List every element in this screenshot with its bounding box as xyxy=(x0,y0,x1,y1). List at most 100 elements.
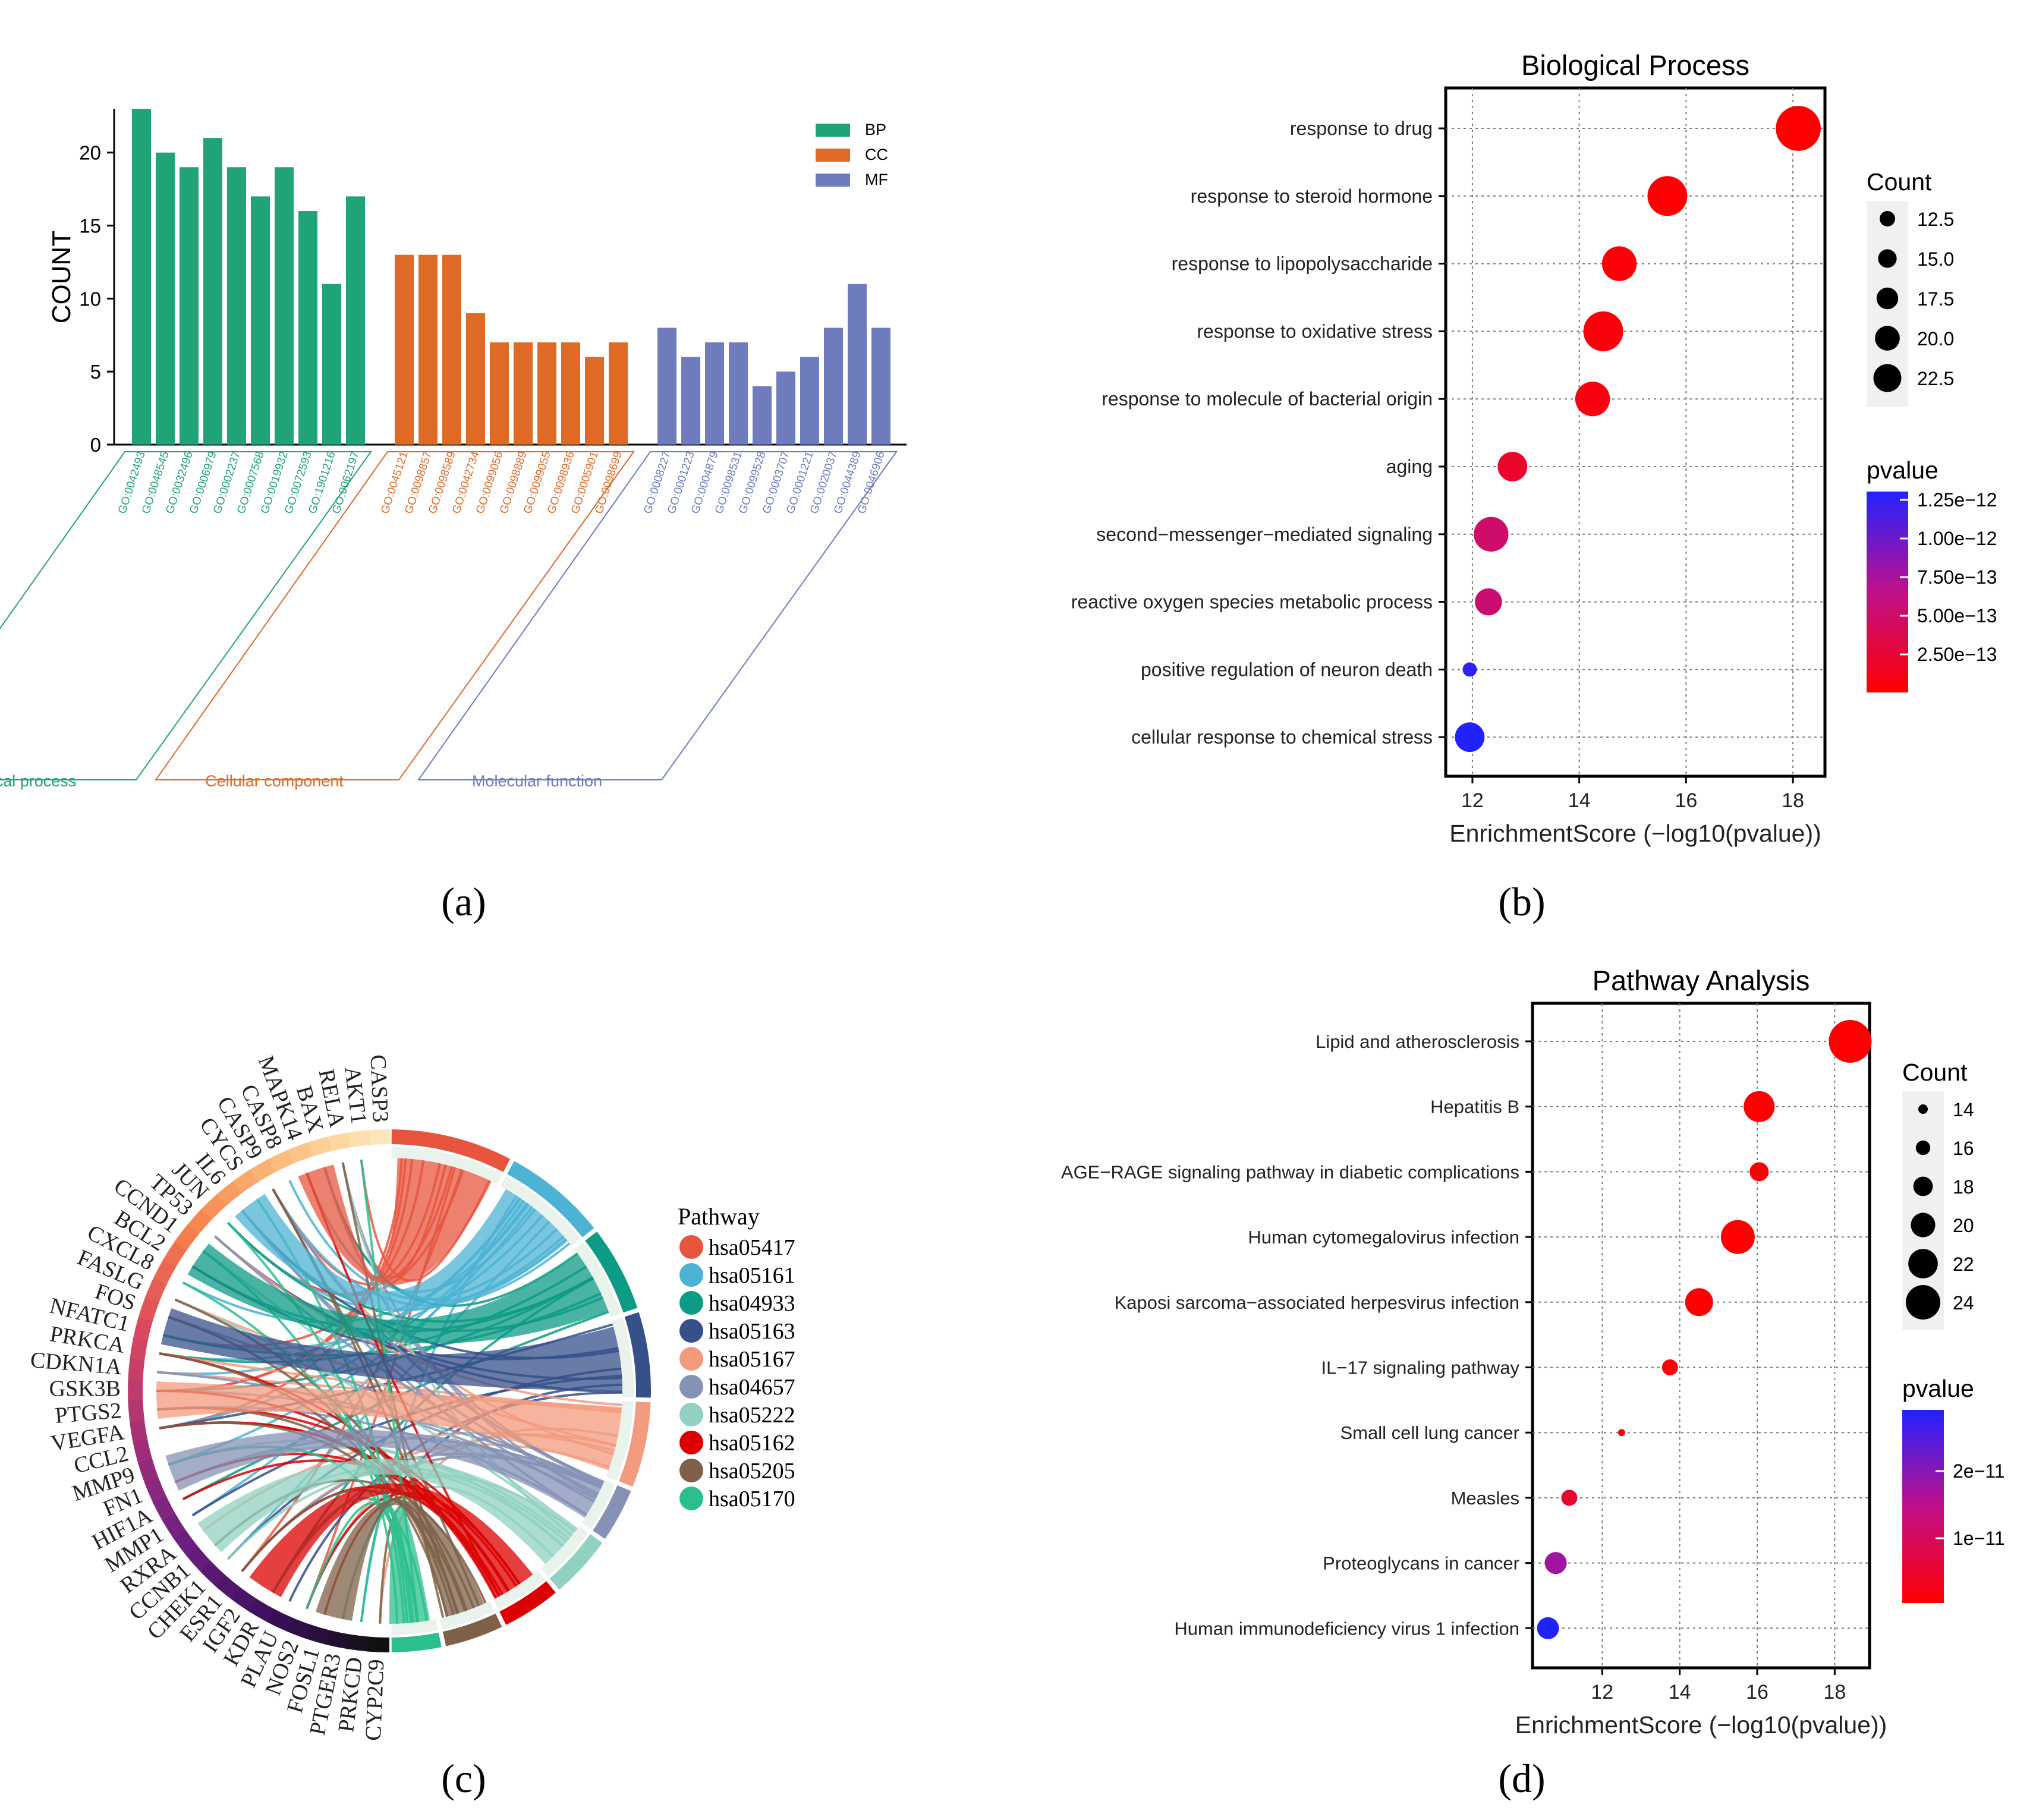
bar-mf-9 xyxy=(871,328,890,445)
gene-arc-mapk14 xyxy=(287,1142,312,1164)
y-tick-label: reactive oxygen species metabolic proces… xyxy=(1071,591,1433,613)
bar-mf-4 xyxy=(753,386,772,445)
dot-4 xyxy=(1575,382,1610,417)
size-legend-title: Count xyxy=(1902,1059,1968,1086)
group-frame-cc xyxy=(155,451,635,780)
size-legend-dot xyxy=(1911,1213,1936,1238)
bar-mf-5 xyxy=(776,371,795,445)
dot-5 xyxy=(1661,1359,1678,1375)
group-frame-mf xyxy=(417,451,898,780)
gene-arc-kdr xyxy=(248,1598,275,1623)
size-legend-label: 18 xyxy=(1953,1176,1974,1198)
legend-label-bp: BP xyxy=(865,121,886,138)
x-tick-label: 12 xyxy=(1591,1681,1613,1704)
chord-ribbon-hsa05161 xyxy=(235,1189,568,1311)
gene-arc-akt1 xyxy=(347,1130,371,1148)
x-tick-label: 14 xyxy=(1669,1681,1691,1704)
bar-mf-0 xyxy=(657,328,676,445)
pathway-inner-ring xyxy=(391,1147,502,1185)
y-tick-label: Lipid and atherosclerosis xyxy=(1316,1031,1519,1052)
bar-cc-4 xyxy=(490,342,509,445)
bar-bp-0 xyxy=(132,109,151,445)
bar-cc-5 xyxy=(514,342,533,445)
size-legend-label: 20 xyxy=(1953,1215,1974,1236)
dot-2 xyxy=(1749,1162,1769,1182)
gene-arc-ccnb1 xyxy=(186,1546,212,1572)
color-legend-label: 1.25e−12 xyxy=(1917,489,1997,511)
gene-arc-bax xyxy=(306,1136,332,1157)
gene-arc-esr1 xyxy=(215,1575,241,1600)
pathway-arc-hsa05162 xyxy=(499,1581,556,1625)
gene-label-casp3: CASP3 xyxy=(366,1054,394,1123)
y-tick-label: 15 xyxy=(79,215,101,237)
gene-arc-fos xyxy=(138,1297,159,1323)
y-tick-label: aging xyxy=(1386,456,1433,477)
pathway-legend-dot-hsa05161 xyxy=(679,1263,703,1287)
y-tick-label: response to lipopolysaccharide xyxy=(1172,253,1433,275)
pathway-inner-ring xyxy=(581,1480,615,1529)
dot-6 xyxy=(1618,1429,1625,1437)
pathway-legend-label-hsa05163: hsa05163 xyxy=(709,1319,795,1344)
gene-arc-cxcl8 xyxy=(153,1259,177,1286)
y-tick-label: Hepatitis B xyxy=(1430,1097,1519,1117)
pathway-arc-hsa05163 xyxy=(624,1312,651,1398)
size-legend-label: 12.5 xyxy=(1917,209,1954,230)
color-legend-title: pvalue xyxy=(1902,1375,1974,1402)
color-legend-title: pvalue xyxy=(1867,456,1939,484)
plot-frame xyxy=(1444,86,1827,778)
bar-cc-6 xyxy=(537,342,556,445)
gene-arc-rela xyxy=(326,1132,351,1152)
bar-bp-9 xyxy=(346,196,365,445)
bar-cc-3 xyxy=(466,313,485,445)
size-legend-dot xyxy=(1913,1176,1933,1196)
legend-label-mf: MF xyxy=(865,171,888,188)
size-legend-label: 15.0 xyxy=(1917,248,1954,270)
gene-arc-il6 xyxy=(216,1181,242,1207)
pathway-legend-label-hsa05161: hsa05161 xyxy=(709,1263,795,1288)
bar-mf-2 xyxy=(705,342,724,445)
dot-8 xyxy=(1462,662,1477,677)
y-tick-label: 0 xyxy=(90,434,101,456)
pathway-arc-hsa05167 xyxy=(619,1402,651,1487)
y-tick-label: 20 xyxy=(79,142,101,164)
y-tick-label: Human immunodeficiency virus 1 infection xyxy=(1174,1618,1519,1639)
bar-bp-5 xyxy=(251,196,270,445)
pathway-inner-ring xyxy=(540,1526,589,1577)
legend-label-cc: CC xyxy=(865,146,888,163)
size-legend-dot xyxy=(1878,249,1897,268)
chord-ribbon-hsa05222 xyxy=(197,1459,576,1564)
pathway-legend-label-hsa05417: hsa05417 xyxy=(709,1235,795,1260)
pathway-arc-hsa05417 xyxy=(391,1129,511,1172)
size-legend-dot xyxy=(1876,287,1899,310)
panel-c: CASP3AKT1RELABAXMAPK14CASP8CASP9CYCSIL6J… xyxy=(29,1053,795,1742)
legend-swatch-mf xyxy=(816,174,850,187)
chord-ribbon-hsa05170 xyxy=(389,1506,430,1624)
bar-mf-7 xyxy=(824,328,843,445)
chord-ribbon-hsa05162 xyxy=(249,1483,533,1598)
panel-d: Pathway Analysis 12 14 16 18 Lipid and athero… xyxy=(1061,965,2005,1739)
dot-9 xyxy=(1537,1617,1559,1639)
color-legend-label: 5.00e−13 xyxy=(1917,605,1997,626)
pathway-inner-ring xyxy=(439,1601,495,1630)
color-legend-label: 2.50e−13 xyxy=(1917,644,1997,665)
gene-arc-fn1 xyxy=(144,1477,167,1503)
bar-bp-1 xyxy=(156,152,175,445)
gene-arc-hif1a xyxy=(152,1495,176,1522)
group-frame-bp xyxy=(0,451,372,780)
gene-label-ptgs2: PTGS2 xyxy=(54,1398,122,1428)
gene-arc-ccnd1 xyxy=(174,1224,199,1251)
gene-arc-ccl2 xyxy=(133,1439,153,1464)
pathway-legend-label-hsa05170: hsa05170 xyxy=(709,1487,795,1512)
chord-ribbon-hsa05205 xyxy=(315,1499,484,1621)
chord-ribbon-hsa04657 xyxy=(165,1429,603,1518)
pathway-inner-ring xyxy=(606,1401,634,1481)
y-tick-label: Small cell lung cancer xyxy=(1340,1422,1519,1443)
gene-arc-mmp1 xyxy=(162,1513,187,1539)
dot-7 xyxy=(1561,1490,1578,1506)
pathway-arc-hsa05161 xyxy=(507,1161,594,1238)
gene-label-cyp2c9: CYP2C9 xyxy=(361,1659,389,1742)
pathway-arc-hsa05170 xyxy=(391,1632,442,1652)
y-tick-label: cellular response to chemical stress xyxy=(1131,726,1433,748)
y-tick-label: Human cytomegalovirus infection xyxy=(1248,1227,1519,1248)
